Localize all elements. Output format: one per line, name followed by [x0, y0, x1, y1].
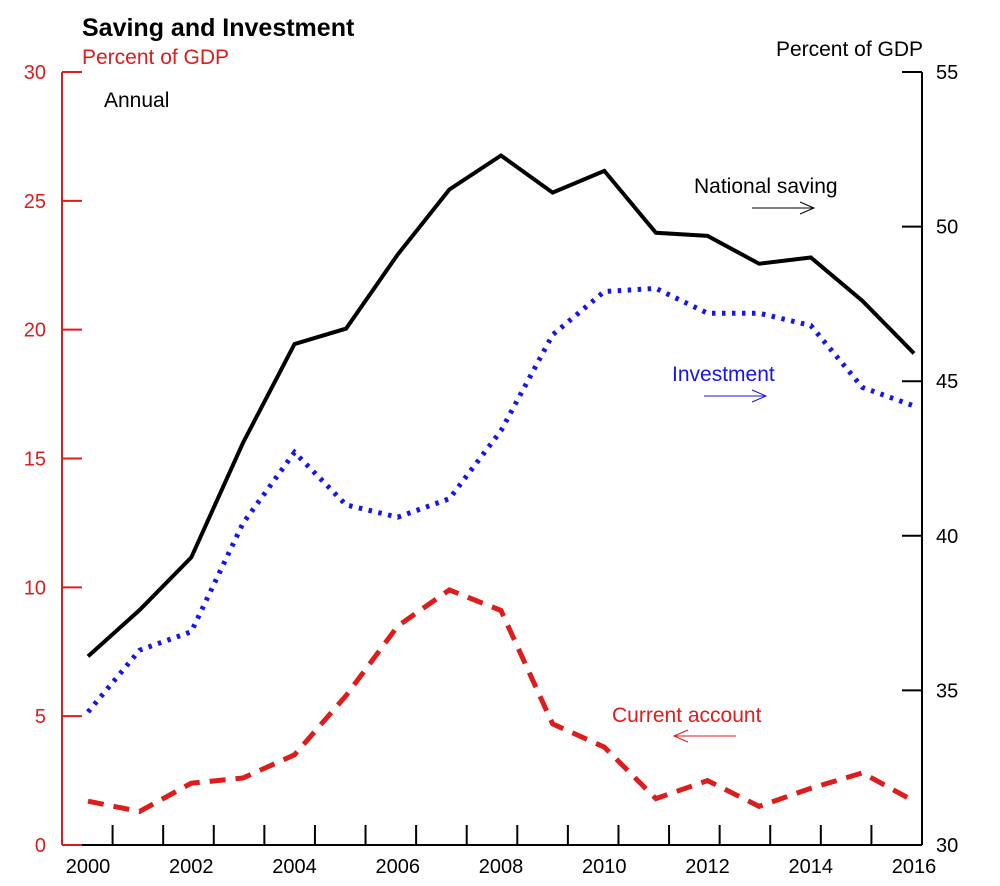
x-tick-label: 2006	[376, 856, 421, 878]
left-tick-label: 5	[35, 706, 46, 728]
x-tick-label: 2012	[685, 856, 730, 878]
left-tick-label: 15	[24, 449, 46, 471]
x-tick-label: 2010	[582, 856, 627, 878]
national-saving-arrow	[752, 201, 816, 215]
x-tick-label: 2002	[169, 856, 214, 878]
left-tick-label: 10	[24, 577, 46, 599]
left-tick-label: 25	[24, 191, 46, 213]
series-line-investment	[86, 285, 915, 714]
left-tick-label: 0	[35, 835, 46, 857]
left-tick-label: 20	[24, 320, 46, 342]
frequency-label: Annual	[104, 89, 169, 112]
x-tick-label: 2014	[789, 856, 834, 878]
x-tick-label: 2008	[479, 856, 524, 878]
series-label-national-saving: National saving	[694, 175, 838, 198]
left-axis-unit-label: Percent of GDP	[82, 46, 229, 69]
right-axis-unit-label: Percent of GDP	[776, 38, 923, 61]
right-tick-label: 45	[936, 371, 958, 393]
series-label-investment: Investment	[672, 363, 775, 386]
chart-title: Saving and Investment	[82, 14, 355, 42]
right-tick-label: 40	[936, 526, 958, 548]
series-label-current-account: Current account	[612, 704, 762, 727]
right-tick-label: 30	[936, 835, 958, 857]
series-line-current-account	[87, 587, 916, 815]
right-tick-label: 50	[936, 217, 958, 239]
right-tick-label: 55	[936, 62, 958, 84]
series-line-national-saving	[86, 153, 916, 658]
x-tick-label: 2016	[892, 856, 937, 878]
current-account-arrow	[672, 729, 736, 743]
x-tick-label: 2000	[66, 856, 111, 878]
investment-arrow	[704, 389, 768, 403]
left-tick-label: 30	[24, 62, 46, 84]
x-tick-label: 2004	[272, 856, 317, 878]
right-tick-label: 35	[936, 680, 958, 702]
